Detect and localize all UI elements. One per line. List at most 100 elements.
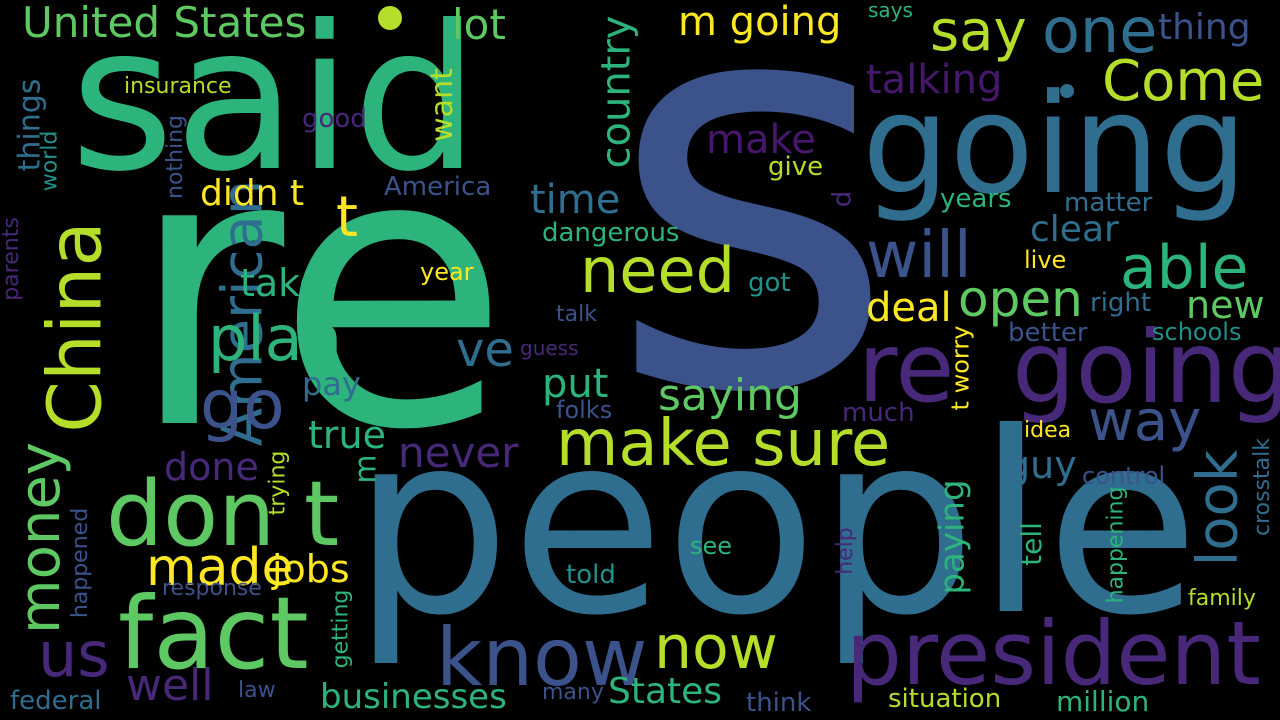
word-control: control — [1082, 462, 1166, 490]
word-re-big: re — [128, 70, 510, 513]
word-says: says — [868, 0, 913, 22]
word-never: never — [398, 428, 519, 477]
word-nothing: nothing — [163, 115, 188, 199]
word-getting: getting — [328, 589, 354, 669]
word-s: s — [606, 0, 898, 516]
word-trying: trying — [265, 450, 291, 516]
word-ve: ve — [456, 322, 514, 378]
word-now: now — [654, 613, 778, 683]
word-saying: saying — [658, 370, 802, 421]
word-know: know — [436, 611, 648, 704]
word-pay: pay — [302, 365, 361, 403]
word-right: right — [1090, 288, 1152, 318]
word-didn-t: didn t — [200, 173, 305, 214]
word-open: open — [958, 270, 1083, 328]
word-made: made — [146, 538, 294, 598]
word-t-worry: t worry — [946, 325, 975, 411]
word-china: China — [32, 221, 119, 433]
word-will: will — [866, 219, 972, 293]
word-happening: happening — [1103, 486, 1129, 604]
word-years: years — [940, 184, 1012, 214]
word-true: true — [308, 413, 386, 457]
word-deal: deal — [866, 285, 952, 331]
word-lot: lot — [452, 0, 506, 49]
word-people: people — [352, 379, 1200, 670]
word-put: put — [542, 361, 609, 407]
word-response: response — [162, 576, 262, 601]
word-guess: guess — [520, 336, 579, 360]
word-t-1: t — [336, 185, 358, 250]
word-insurance: insurance — [124, 74, 232, 99]
word-folks: folks — [556, 396, 613, 424]
word-one: one — [1042, 0, 1158, 67]
word-d: d — [827, 190, 858, 208]
word-thing: thing — [1158, 7, 1251, 48]
word-come: Come — [1102, 49, 1265, 114]
word-say: say — [930, 0, 1027, 64]
word-see: see — [690, 532, 733, 560]
word-guy: guy — [1006, 443, 1077, 487]
word-told: told — [566, 560, 616, 590]
word-parents: parents — [0, 217, 24, 301]
word-going-2: going — [1012, 309, 1280, 426]
word-go: go — [200, 366, 285, 445]
word-world: world — [37, 130, 63, 192]
word-situation: situation — [888, 684, 1002, 714]
word-united-states: United States — [22, 0, 307, 47]
word-america: America — [384, 172, 492, 202]
word-talking: talking — [866, 57, 1003, 103]
word-done: done — [164, 445, 259, 489]
word-going-1: going — [862, 64, 1248, 225]
dot-mark — [1060, 84, 1074, 98]
word-us: us — [38, 618, 110, 691]
word-plan: plan — [208, 302, 342, 375]
word-said: said — [70, 0, 480, 216]
word-re-small: re — [858, 312, 955, 424]
word-tell: tell — [1014, 522, 1048, 566]
word-country: country — [593, 15, 640, 169]
word-live: live — [1024, 246, 1067, 274]
word-m-going: m going — [678, 0, 842, 45]
word-new: new — [1186, 283, 1265, 327]
word-take: take — [240, 261, 323, 305]
word-clear: clear — [1030, 209, 1119, 250]
word-better: better — [1008, 318, 1088, 348]
word-able: able — [1120, 233, 1249, 303]
word-dangerous: dangerous — [542, 218, 680, 248]
word-much: much — [842, 398, 915, 428]
word-money: money — [7, 442, 73, 634]
word-family: family — [1188, 586, 1256, 611]
dot-mark — [378, 6, 402, 30]
word-talk: talk — [556, 302, 597, 327]
word-make: make — [706, 117, 816, 163]
word-federal: federal — [10, 686, 102, 716]
word-matter: matter — [1064, 188, 1153, 218]
word-jobs: jobs — [272, 547, 350, 591]
word-good: good — [302, 104, 367, 134]
word-need: need — [580, 234, 735, 307]
word-think: think — [746, 688, 812, 718]
word-give: give — [768, 152, 824, 182]
word-well: well — [126, 660, 214, 711]
word-make-sure: make sure — [556, 407, 891, 481]
word-president: president — [846, 602, 1261, 705]
word-want: want — [424, 68, 460, 142]
word-law: law — [238, 678, 276, 703]
word-don-t: don t — [106, 462, 340, 567]
word-million: million — [1056, 685, 1150, 718]
word-many: many — [542, 680, 604, 705]
word-look: look — [1185, 449, 1251, 567]
word-help: help — [832, 527, 858, 575]
word-schools: schools — [1152, 318, 1242, 346]
word-fact: fact — [118, 575, 309, 692]
word-paying: paying — [932, 479, 973, 595]
word-m: m — [348, 454, 384, 484]
word-time: time — [530, 177, 621, 223]
word-way: way — [1088, 389, 1202, 454]
word-crosstalk: crosstalk — [1250, 437, 1276, 537]
word-got: got — [748, 268, 791, 298]
word-happened: happened — [68, 507, 94, 619]
word-idea: idea — [1024, 418, 1072, 443]
word-states: States — [608, 671, 723, 712]
